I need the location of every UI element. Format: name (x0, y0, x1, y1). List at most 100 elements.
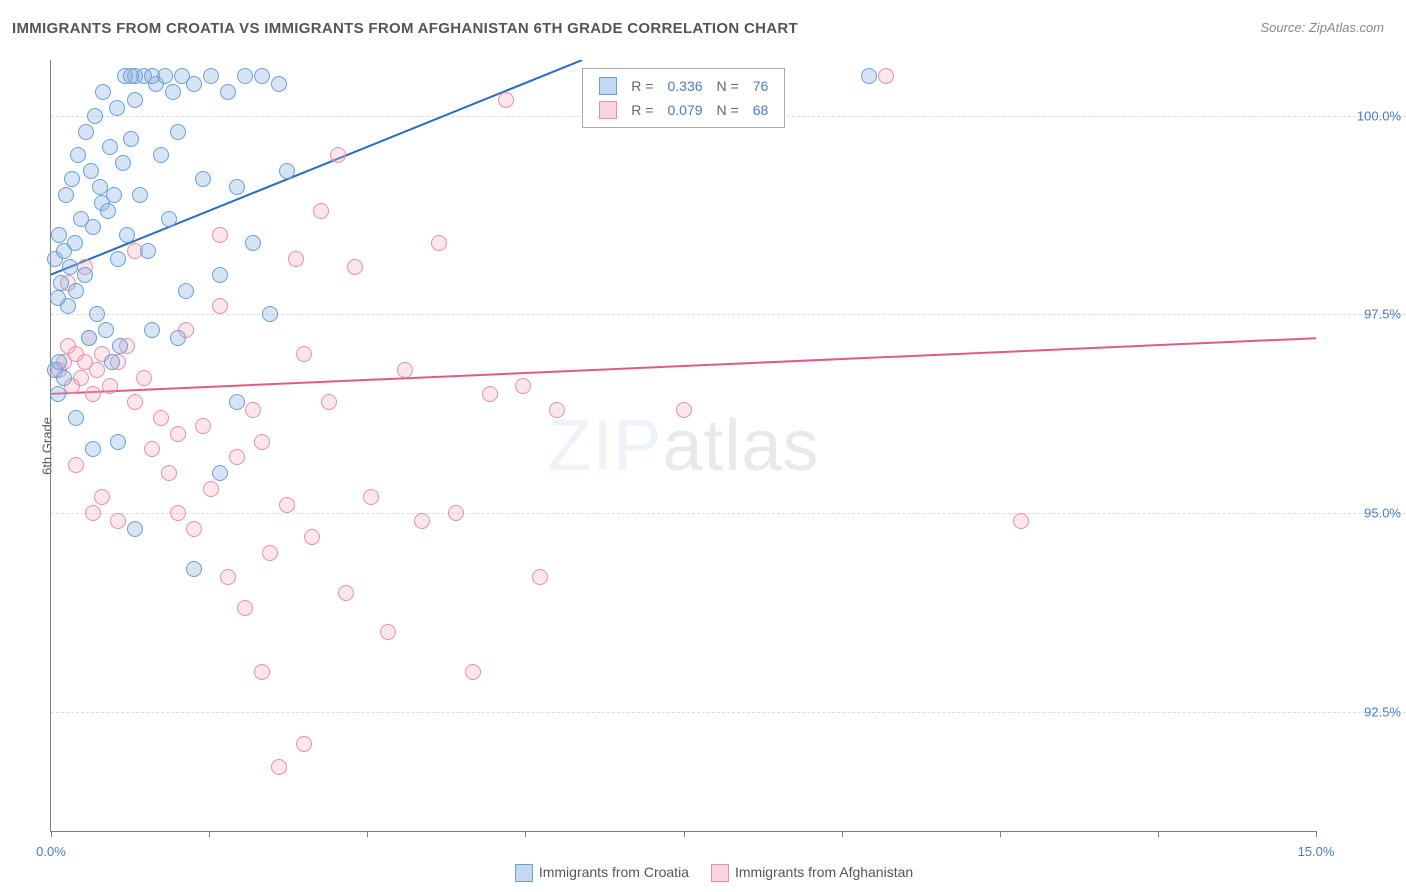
scatter-point (254, 434, 270, 450)
x-tick (209, 831, 210, 837)
scatter-point (170, 124, 186, 140)
correlation-stats-box: R =0.336N =76R =0.079N =68 (582, 68, 785, 129)
scatter-point (397, 362, 413, 378)
scatter-point (85, 386, 101, 402)
scatter-point (878, 68, 894, 84)
scatter-point (271, 759, 287, 775)
scatter-point (229, 449, 245, 465)
scatter-point (73, 370, 89, 386)
scatter-point (110, 251, 126, 267)
scatter-point (237, 68, 253, 84)
scatter-point (98, 322, 114, 338)
scatter-point (161, 465, 177, 481)
scatter-point (85, 219, 101, 235)
scatter-point (144, 68, 160, 84)
scatter-point (212, 298, 228, 314)
scatter-point (132, 187, 148, 203)
scatter-point (127, 394, 143, 410)
scatter-point (229, 394, 245, 410)
scatter-point (68, 457, 84, 473)
scatter-point (170, 505, 186, 521)
scatter-point (70, 147, 86, 163)
scatter-point (676, 402, 692, 418)
chart-container: IMMIGRANTS FROM CROATIA VS IMMIGRANTS FR… (0, 0, 1406, 892)
scatter-point (64, 171, 80, 187)
scatter-point (144, 441, 160, 457)
scatter-point (279, 497, 295, 513)
scatter-point (262, 545, 278, 561)
y-tick-label: 97.5% (1321, 307, 1401, 322)
scatter-point (254, 68, 270, 84)
x-tick-label: 15.0% (1298, 844, 1335, 859)
scatter-point (313, 203, 329, 219)
scatter-point (220, 569, 236, 585)
n-value: 76 (747, 75, 775, 97)
r-value: 0.079 (661, 99, 708, 121)
scatter-point (296, 736, 312, 752)
source-attribution: Source: ZipAtlas.com (1260, 20, 1384, 35)
scatter-point (62, 259, 78, 275)
y-tick-label: 92.5% (1321, 704, 1401, 719)
x-tick (1158, 831, 1159, 837)
gridline-h (51, 712, 1406, 713)
x-tick-label: 0.0% (36, 844, 66, 859)
chart-title: IMMIGRANTS FROM CROATIA VS IMMIGRANTS FR… (12, 20, 798, 37)
scatter-point (83, 163, 99, 179)
scatter-point (482, 386, 498, 402)
scatter-point (50, 386, 66, 402)
scatter-point (87, 108, 103, 124)
legend-swatch (515, 864, 533, 882)
scatter-point (515, 378, 531, 394)
scatter-point (186, 561, 202, 577)
scatter-point (245, 402, 261, 418)
scatter-point (347, 259, 363, 275)
scatter-point (212, 227, 228, 243)
scatter-point (81, 330, 97, 346)
scatter-point (67, 235, 83, 251)
scatter-point (380, 624, 396, 640)
scatter-point (58, 187, 74, 203)
scatter-point (170, 330, 186, 346)
scatter-point (330, 147, 346, 163)
bottom-legend: Immigrants from CroatiaImmigrants from A… (0, 864, 1406, 882)
scatter-point (178, 283, 194, 299)
trendlines-svg (51, 60, 1316, 831)
legend-swatch (599, 77, 617, 95)
scatter-point (498, 92, 514, 108)
n-value: 68 (747, 99, 775, 121)
gridline-h (51, 513, 1406, 514)
scatter-point (89, 306, 105, 322)
scatter-point (414, 513, 430, 529)
scatter-point (296, 346, 312, 362)
scatter-point (140, 243, 156, 259)
scatter-point (262, 306, 278, 322)
scatter-point (127, 92, 143, 108)
scatter-point (170, 426, 186, 442)
scatter-point (195, 418, 211, 434)
scatter-point (220, 84, 236, 100)
scatter-point (203, 68, 219, 84)
scatter-point (431, 235, 447, 251)
scatter-point (212, 267, 228, 283)
scatter-point (161, 211, 177, 227)
x-tick (1000, 831, 1001, 837)
scatter-point (60, 298, 76, 314)
scatter-point (51, 227, 67, 243)
scatter-point (127, 521, 143, 537)
scatter-point (119, 227, 135, 243)
scatter-point (195, 171, 211, 187)
scatter-point (532, 569, 548, 585)
x-tick (367, 831, 368, 837)
gridline-h (51, 314, 1406, 315)
n-label: N = (711, 75, 745, 97)
scatter-point (123, 68, 139, 84)
r-label: R = (625, 75, 659, 97)
trend-line (51, 338, 1316, 394)
legend-label: Immigrants from Croatia (539, 864, 689, 880)
scatter-point (123, 131, 139, 147)
scatter-point (51, 354, 67, 370)
scatter-point (77, 267, 93, 283)
scatter-point (279, 163, 295, 179)
scatter-point (186, 521, 202, 537)
scatter-point (245, 235, 261, 251)
